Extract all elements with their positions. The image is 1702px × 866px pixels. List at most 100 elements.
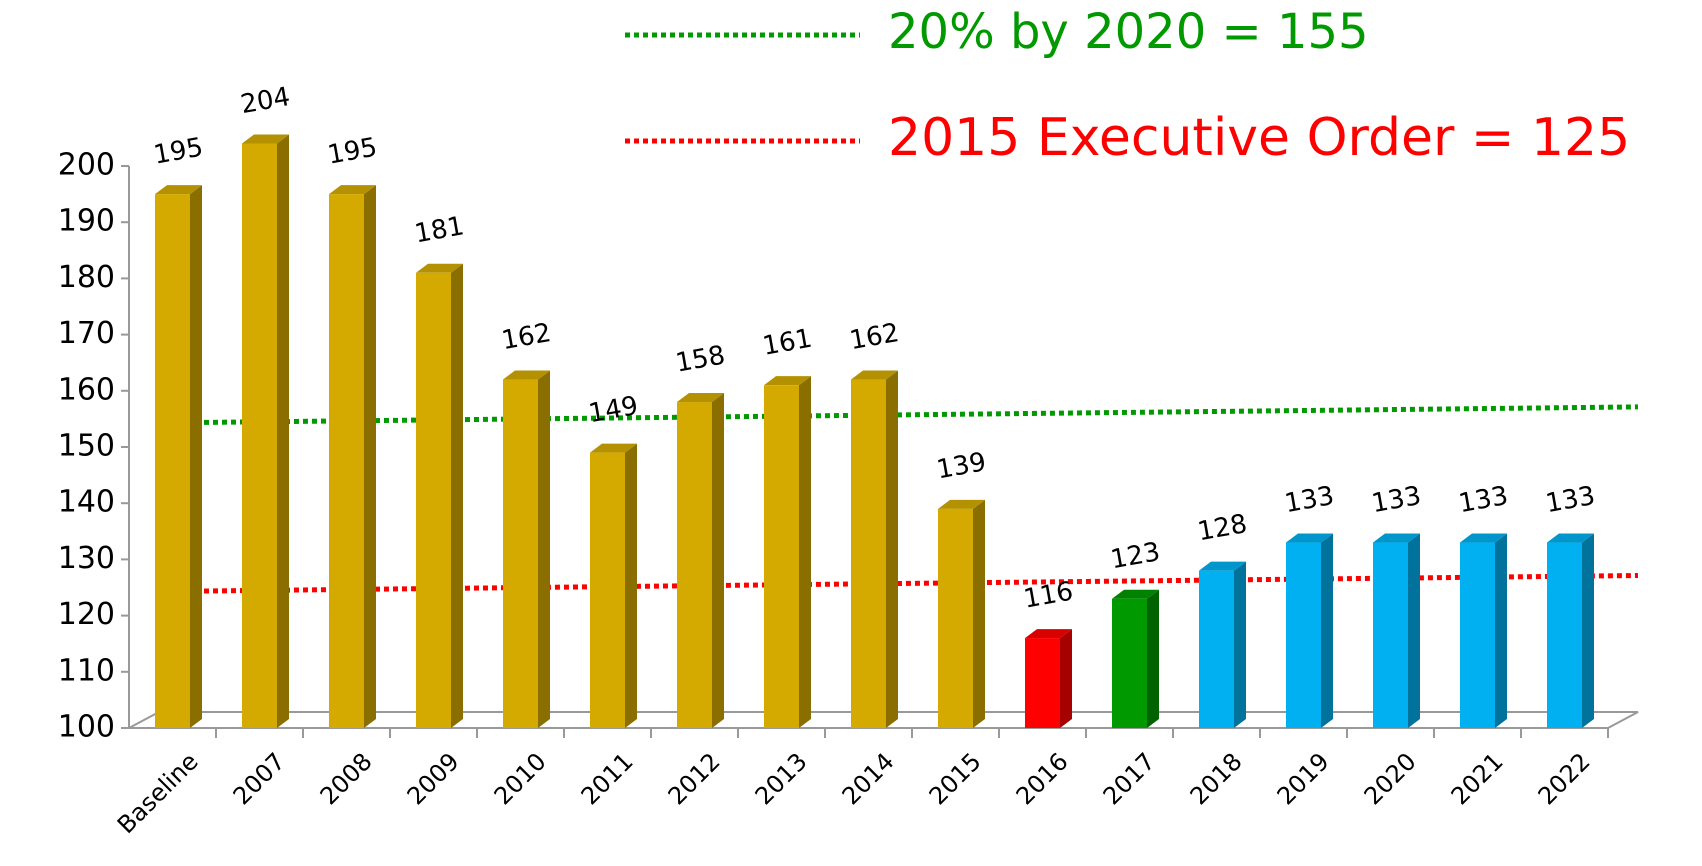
data-label: 133 [1369, 481, 1423, 519]
bar-side [538, 370, 550, 728]
bar-side [886, 370, 898, 728]
data-label: 181 [412, 211, 466, 249]
y-tick-label: 190 [58, 204, 115, 239]
data-label: 133 [1456, 481, 1510, 519]
data-label: 158 [673, 340, 727, 378]
y-tick-label: 200 [58, 148, 115, 183]
x-tick-label: 2020 [1359, 747, 1422, 810]
reference-line [158, 573, 1639, 594]
y-tick-label: 110 [58, 653, 115, 688]
bar-top [1286, 533, 1333, 543]
bar-side [1408, 533, 1420, 728]
bar-top [851, 370, 898, 380]
bar [242, 143, 277, 728]
x-tick-label: 2019 [1272, 747, 1335, 810]
y-tick-label: 170 [58, 316, 115, 351]
bar-top [764, 376, 811, 386]
y-tick-label: 140 [58, 485, 115, 520]
bar-top [242, 134, 289, 144]
bar-side [1060, 629, 1072, 728]
bar [1547, 542, 1582, 728]
bar-side [451, 263, 463, 728]
bar-side [1321, 533, 1333, 728]
bar [590, 452, 625, 728]
y-tick-label: 120 [58, 597, 115, 632]
data-label: 128 [1195, 509, 1249, 547]
bar-top [329, 185, 376, 195]
bar-top [677, 393, 724, 403]
bar-side [973, 499, 985, 728]
bar [155, 194, 190, 729]
bar-top [938, 499, 985, 509]
x-tick-label: 2008 [315, 747, 378, 810]
data-label: 116 [1021, 577, 1075, 615]
bar-top [155, 185, 202, 195]
x-tick-label: 2010 [489, 747, 552, 810]
x-tick-label: 2011 [576, 747, 639, 810]
bar-top [1373, 533, 1420, 543]
data-label: 161 [760, 324, 814, 362]
bar-side [190, 185, 202, 729]
bar [503, 379, 538, 728]
bar-side [625, 443, 637, 728]
data-label: 133 [1543, 481, 1597, 519]
x-tick-label: 2016 [1011, 747, 1074, 810]
x-tick-label: Baseline [112, 747, 204, 839]
data-label: 162 [499, 318, 553, 356]
data-label: 149 [586, 391, 640, 429]
bar-side [277, 134, 289, 728]
bar [1199, 570, 1234, 728]
y-tick-label: 160 [58, 372, 115, 407]
bar-top [590, 443, 637, 453]
bar-side [364, 185, 376, 729]
data-label: 195 [151, 133, 205, 171]
bar-top [1547, 533, 1594, 543]
x-tick-label: 2018 [1185, 747, 1248, 810]
bar-top [1199, 561, 1246, 571]
data-label: 123 [1108, 537, 1162, 575]
bar-top [416, 263, 463, 273]
bar [329, 194, 364, 729]
y-tick-label: 180 [58, 260, 115, 295]
bar [1286, 542, 1321, 728]
y-tick-label: 130 [58, 541, 115, 576]
bar [851, 379, 886, 728]
data-label: 195 [325, 133, 379, 171]
bar-side [799, 376, 811, 728]
bar [938, 508, 973, 728]
bar [1112, 598, 1147, 728]
data-label: 139 [934, 447, 988, 485]
x-tick-label: 2015 [924, 747, 987, 810]
reference-line [158, 404, 1639, 426]
bar-side [712, 393, 724, 728]
x-tick-label: 2007 [228, 747, 291, 810]
bar [764, 385, 799, 728]
y-tick-label: 100 [58, 710, 115, 745]
x-tick-label: 2021 [1446, 747, 1509, 810]
data-label: 133 [1282, 481, 1336, 519]
bar [1025, 638, 1060, 728]
bar-top [1112, 589, 1159, 599]
x-tick-label: 2012 [663, 747, 726, 810]
bar-side [1234, 561, 1246, 728]
bar-top [1025, 629, 1072, 639]
bar-side [1495, 533, 1507, 728]
x-tick-label: 2022 [1533, 747, 1596, 810]
bar [416, 272, 451, 728]
bar-top [503, 370, 550, 380]
data-label: 162 [847, 318, 901, 356]
data-label: 204 [238, 82, 292, 120]
legend-label: 2015 Executive Order = 125 [888, 108, 1630, 168]
y-tick-label: 150 [58, 429, 115, 464]
bar [1460, 542, 1495, 728]
x-tick-label: 2017 [1098, 747, 1161, 810]
bar [677, 402, 712, 728]
bar-side [1147, 589, 1159, 728]
x-tick-label: 2014 [837, 747, 900, 810]
bar [1373, 542, 1408, 728]
x-tick-label: 2013 [750, 747, 813, 810]
bar-side [1582, 533, 1594, 728]
legend-label: 20% by 2020 = 155 [888, 4, 1369, 60]
x-tick-label: 2009 [402, 747, 465, 810]
